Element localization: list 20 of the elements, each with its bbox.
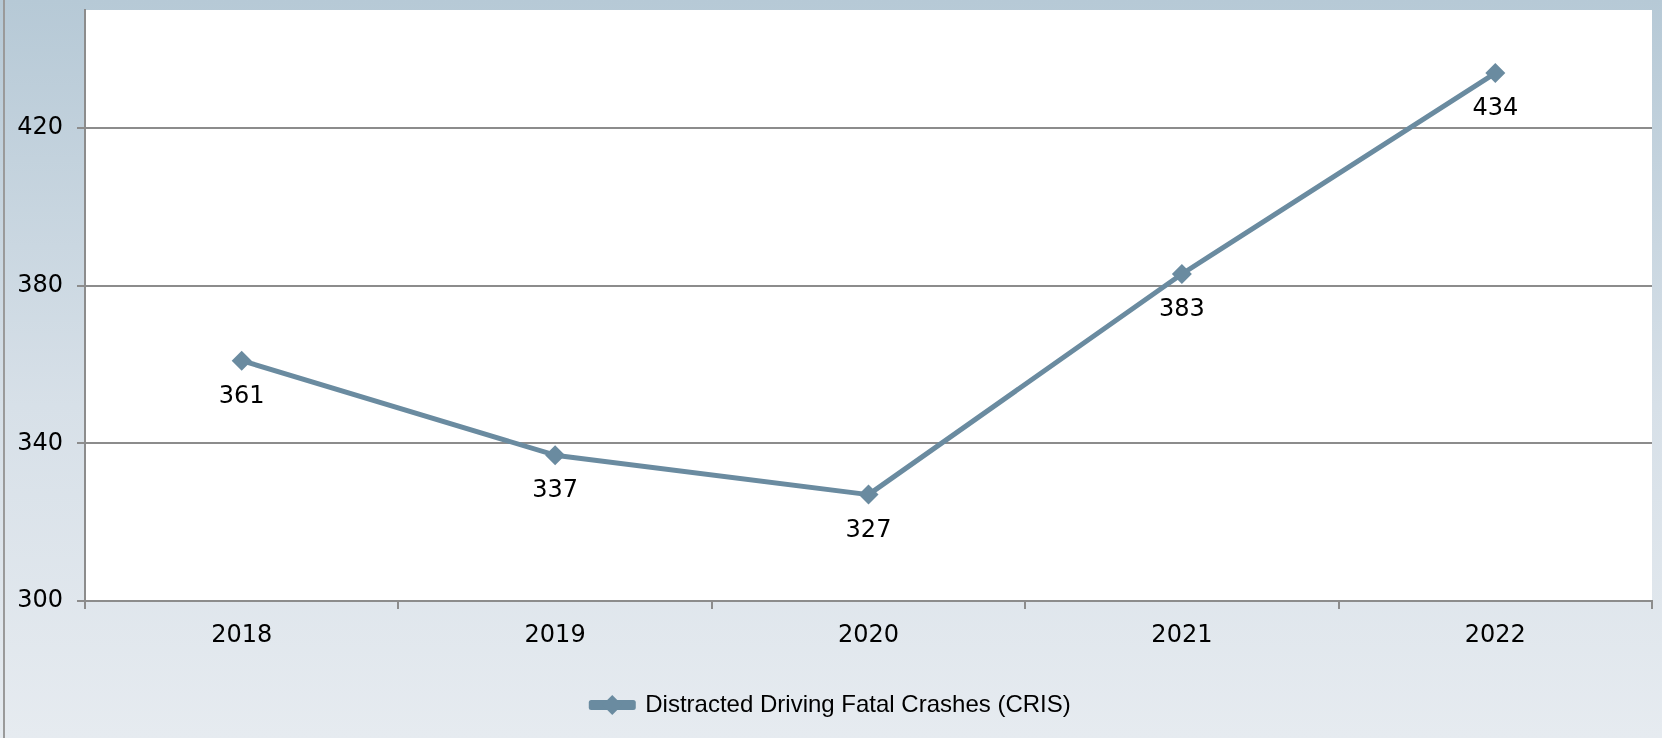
y-tick-label: 380: [17, 270, 63, 299]
point: [545, 445, 566, 466]
data-label: 327: [845, 514, 892, 543]
point: [858, 484, 879, 505]
y-tick-label: 420: [17, 112, 63, 141]
x-tick-label: 2022: [1464, 619, 1526, 648]
data-label: 337: [532, 475, 579, 504]
point: [231, 350, 252, 371]
x-tick-label: 2020: [837, 619, 900, 648]
point: [1485, 63, 1506, 84]
x-tick-label: 2021: [1151, 619, 1213, 648]
data-label: 361: [218, 380, 265, 409]
data-label: 434: [1472, 93, 1519, 122]
legend-label: Distracted Driving Fatal Crashes (CRIS): [645, 689, 1071, 717]
point: [1171, 263, 1192, 284]
y-tick-label: 300: [17, 585, 63, 614]
data-label: 383: [1158, 294, 1205, 323]
y-tick-label: 340: [17, 427, 63, 456]
x-tick-label: 2019: [524, 619, 586, 648]
x-tick-label: 2018: [211, 619, 273, 648]
